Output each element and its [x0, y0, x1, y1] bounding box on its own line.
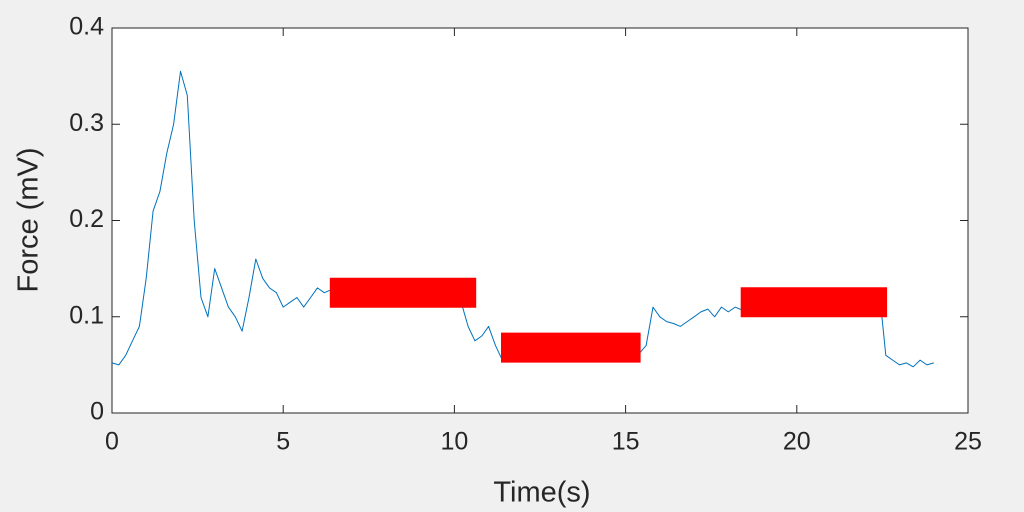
data-line — [329, 277, 888, 363]
x-tick-label: 25 — [954, 428, 982, 456]
y-tick-label: 0.2 — [69, 205, 104, 233]
x-axis-label: Time(s) — [493, 477, 590, 509]
x-tick-label: 5 — [276, 428, 290, 456]
y-tick-label: 0.4 — [69, 13, 104, 41]
x-tick-label: 20 — [783, 428, 811, 456]
y-tick-label: 0.1 — [69, 301, 104, 329]
y-tick-label: 0 — [90, 398, 104, 426]
y-tick-label: 0.3 — [69, 109, 104, 137]
x-tick-label: 0 — [105, 428, 119, 456]
y-axis-label: Force (mV) — [13, 148, 45, 293]
x-tick-label: 10 — [440, 428, 468, 456]
x-tick-label: 15 — [612, 428, 640, 456]
